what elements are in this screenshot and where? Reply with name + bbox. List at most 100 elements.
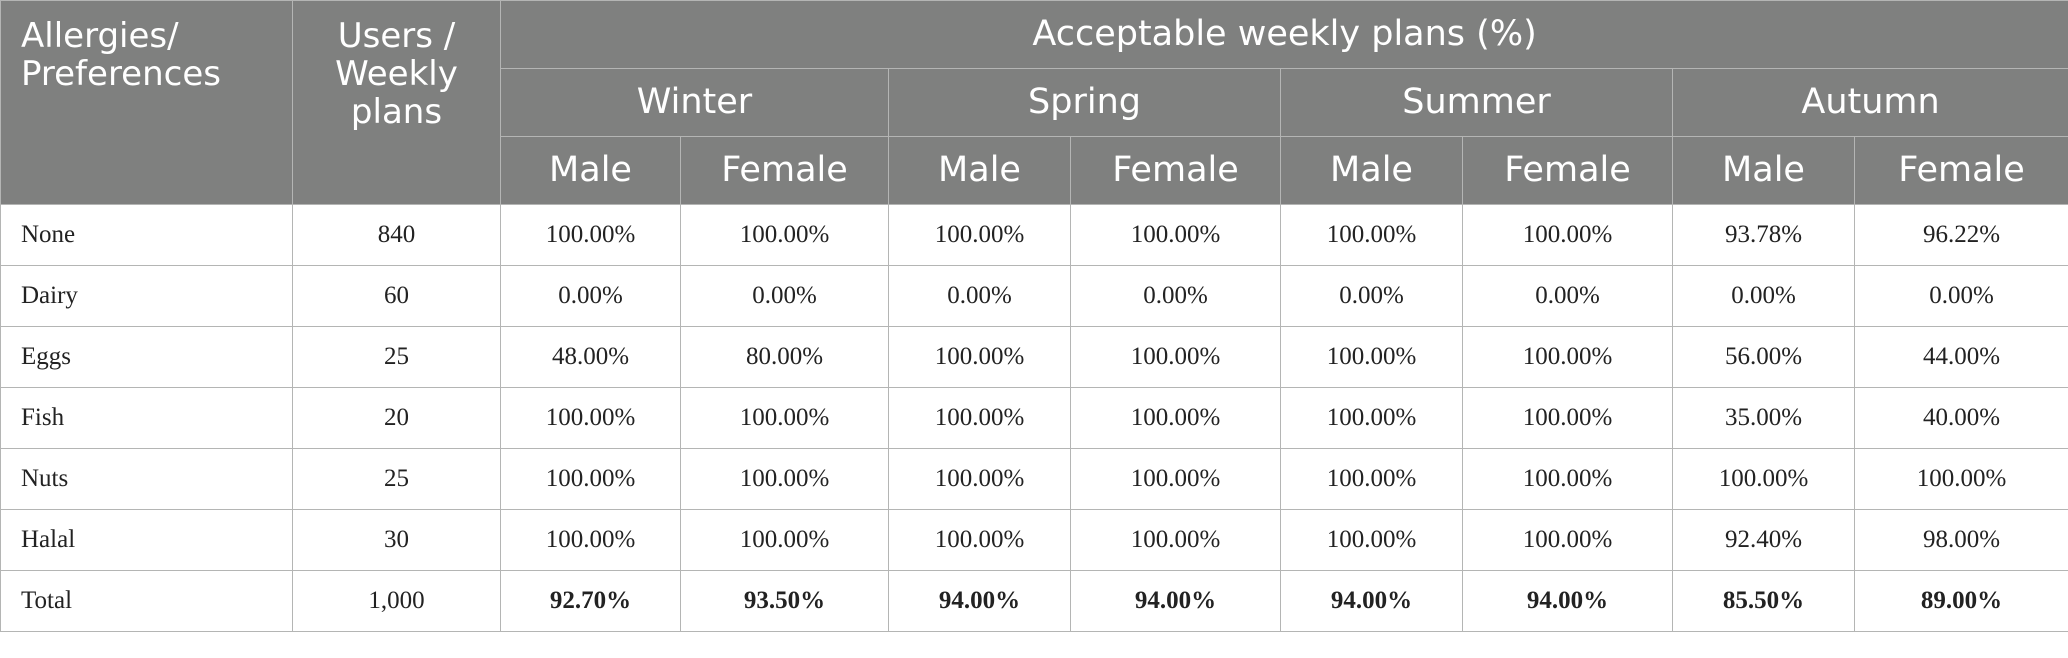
value-cell: 100.00% [1462,326,1673,388]
total-value-cell: 94.00% [1070,570,1281,632]
value-cell: 100.00% [1070,204,1281,266]
value-cell: 80.00% [680,326,889,388]
total-row: Total 1,000 92.70% 93.50% 94.00% 94.00% … [0,570,2068,632]
total-value-cell: 92.70% [500,570,681,632]
value-cell: 100.00% [1280,387,1463,449]
table-header: Allergies/ Preferences Users / Weekly pl… [0,0,2068,205]
header-acceptable-weekly-plans: Acceptable weekly plans (%) [499,0,2068,69]
total-label: Total [0,570,293,632]
value-cell: 100.00% [888,326,1071,388]
header-season-autumn: Autumn [1671,68,2068,137]
value-cell: 96.22% [1853,204,2068,266]
header-allergies-preferences: Allergies/ Preferences [0,0,293,205]
header-users-line3: plans [350,92,443,133]
table-row: Fish 20 100.00% 100.00% 100.00% 100.00% … [0,387,2068,449]
table-body: None 840 100.00% 100.00% 100.00% 100.00%… [0,204,2068,632]
users-cell: 25 [292,326,501,388]
value-cell: 100.00% [1280,326,1463,388]
value-cell: 100.00% [680,387,889,449]
value-cell: 100.00% [1280,204,1463,266]
total-value-cell: 94.00% [1462,570,1673,632]
header-season-winter: Winter [500,68,889,137]
row-label: Fish [0,387,293,449]
row-label: Dairy [0,265,293,327]
total-value-cell: 85.50% [1672,570,1855,632]
value-cell: 100.00% [500,448,681,510]
value-cell: 0.00% [680,265,889,327]
row-label: Nuts [0,448,293,510]
header-autumn-male: Male [1672,136,1855,205]
users-cell: 20 [292,387,501,449]
users-cell: 25 [292,448,501,510]
value-cell: 92.40% [1672,509,1855,571]
value-cell: 0.00% [500,265,681,327]
header-season-spring: Spring [888,68,1281,137]
header-winter-female: Female [680,136,889,205]
value-cell: 100.00% [888,387,1071,449]
value-cell: 100.00% [1672,448,1855,510]
value-cell: 56.00% [1672,326,1855,388]
total-value-cell: 94.00% [1280,570,1463,632]
value-cell: 100.00% [1280,509,1463,571]
table-row: Dairy 60 0.00% 0.00% 0.00% 0.00% 0.00% 0… [0,265,2068,327]
value-cell: 100.00% [680,509,889,571]
value-cell: 100.00% [500,509,681,571]
value-cell: 100.00% [1070,509,1281,571]
header-spring-male: Male [888,136,1071,205]
value-cell: 100.00% [1853,448,2068,510]
value-cell: 44.00% [1853,326,2068,388]
value-cell: 0.00% [1280,265,1463,327]
header-summer-male: Male [1280,136,1463,205]
value-cell: 0.00% [1672,265,1855,327]
total-value-cell: 94.00% [888,570,1071,632]
value-cell: 48.00% [500,326,681,388]
row-label: None [0,204,293,266]
header-summer-female: Female [1462,136,1673,205]
header-users-line2: Weekly [335,54,458,95]
table-row: Nuts 25 100.00% 100.00% 100.00% 100.00% … [0,448,2068,510]
value-cell: 98.00% [1853,509,2068,571]
value-cell: 0.00% [1853,265,2068,327]
users-cell: 60 [292,265,501,327]
value-cell: 100.00% [680,204,889,266]
value-cell: 100.00% [1462,509,1673,571]
value-cell: 100.00% [888,204,1071,266]
users-cell: 30 [292,509,501,571]
header-season-summer: Summer [1280,68,1673,137]
value-cell: 93.78% [1672,204,1855,266]
value-cell: 100.00% [1462,387,1673,449]
table-row: Eggs 25 48.00% 80.00% 100.00% 100.00% 10… [0,326,2068,388]
value-cell: 0.00% [888,265,1071,327]
value-cell: 100.00% [1280,448,1463,510]
table-row: None 840 100.00% 100.00% 100.00% 100.00%… [0,204,2068,266]
total-value-cell: 89.00% [1853,570,2068,632]
value-cell: 0.00% [1462,265,1673,327]
value-cell: 100.00% [1070,387,1281,449]
value-cell: 40.00% [1853,387,2068,449]
acceptable-plans-table: Allergies/ Preferences Users / Weekly pl… [0,0,2068,632]
table-row: Halal 30 100.00% 100.00% 100.00% 100.00%… [0,509,2068,571]
header-allergies-line2: Preferences [21,54,221,95]
header-autumn-female: Female [1853,136,2068,205]
header-users-weekly-plans: Users / Weekly plans [292,0,501,205]
users-cell: 840 [292,204,501,266]
value-cell: 100.00% [1462,204,1673,266]
row-label: Halal [0,509,293,571]
value-cell: 100.00% [1462,448,1673,510]
value-cell: 0.00% [1070,265,1281,327]
row-label: Eggs [0,326,293,388]
header-allergies-line1: Allergies/ [21,16,179,56]
value-cell: 100.00% [888,509,1071,571]
header-winter-male: Male [500,136,681,205]
value-cell: 100.00% [1070,448,1281,510]
value-cell: 35.00% [1672,387,1855,449]
total-value-cell: 93.50% [680,570,889,632]
header-spring-female: Female [1070,136,1281,205]
value-cell: 100.00% [500,204,681,266]
value-cell: 100.00% [1070,326,1281,388]
header-users-line1: Users / [337,16,456,56]
value-cell: 100.00% [888,448,1071,510]
value-cell: 100.00% [500,387,681,449]
value-cell: 100.00% [680,448,889,510]
total-users-cell: 1,000 [292,570,501,632]
